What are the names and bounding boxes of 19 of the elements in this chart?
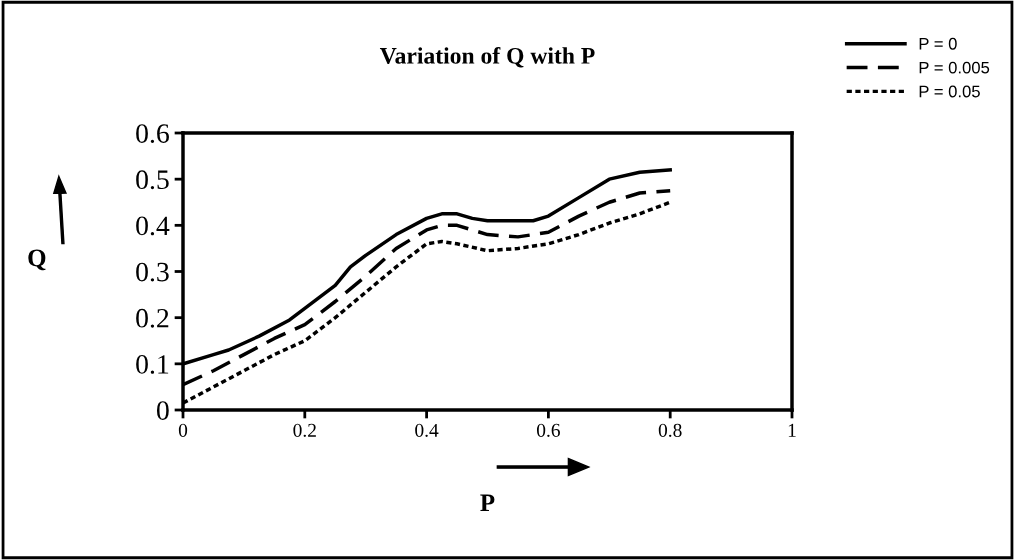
y-tick-label: 0 [156,401,169,420]
y-axis-title: Q [28,249,46,271]
x-tick-label: 0.6 [536,423,560,437]
y-tick-label: 0.6 [136,124,169,144]
x-tick-label: 0 [178,423,188,437]
y-tick-label: 0.5 [136,170,169,190]
x-tick-label: 0.4 [415,423,439,437]
x-tick-label: 0.8 [658,423,682,437]
y-tick-label: 0.1 [136,355,169,374]
chart-title: Variation of Q with P [379,46,595,68]
legend-label: P = 0.05 [919,85,980,98]
legend-label: P = 0.005 [919,61,990,74]
y-tick-label: 0.3 [136,262,169,282]
y-tick-label: 0.4 [136,216,170,236]
x-tick-label: 0.2 [293,423,316,437]
x-tick-label: 1 [788,423,796,437]
x-axis-title: P [480,494,495,511]
legend-label: P = 0 [919,37,957,50]
y-tick-label: 0.2 [136,308,169,328]
